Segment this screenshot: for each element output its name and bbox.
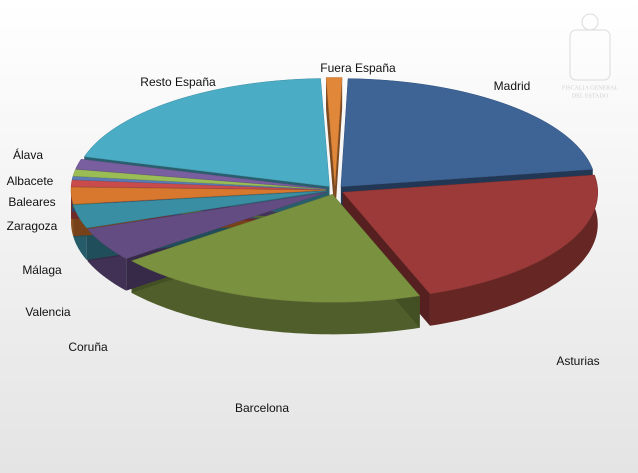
- slice: [342, 174, 598, 295]
- slice-label: Fuera España: [320, 61, 396, 75]
- slice-side: [131, 260, 420, 335]
- slice: [75, 158, 327, 190]
- slice-label: Madrid: [494, 79, 531, 93]
- slice: [87, 191, 328, 259]
- slice: [83, 78, 330, 187]
- slice-side: [429, 175, 598, 326]
- pie-tops: [70, 77, 598, 303]
- slice-label: Álava: [13, 147, 43, 162]
- slice-label: Barcelona: [235, 401, 289, 415]
- slice: [72, 169, 327, 190]
- slice-label: Coruña: [68, 340, 108, 354]
- slice-label: Valencia: [25, 305, 70, 319]
- logo: FISCALIA GENERAL DEL ESTADO: [562, 13, 619, 99]
- slice-side: [326, 77, 335, 218]
- slice: [73, 190, 327, 229]
- slice: [325, 77, 343, 186]
- logo-crown: [581, 13, 599, 31]
- slice-label: Zaragoza: [7, 219, 58, 233]
- slice-label: Resto España: [140, 75, 216, 89]
- slice: [130, 194, 421, 303]
- slice-label: Baleares: [8, 195, 55, 209]
- slice-side: [334, 77, 343, 218]
- labels: Fuera España Madrid Asturias Barcelona Coruñ…: [7, 61, 600, 415]
- slice-label: Asturias: [556, 354, 599, 368]
- slice: [340, 78, 594, 187]
- slice-label: Málaga: [22, 263, 62, 277]
- slice-label: Albacete: [7, 174, 54, 188]
- logo-text: FISCALIA GENERAL: [562, 85, 619, 91]
- slice: [70, 186, 327, 205]
- logo-text: DEL ESTADO: [572, 93, 609, 99]
